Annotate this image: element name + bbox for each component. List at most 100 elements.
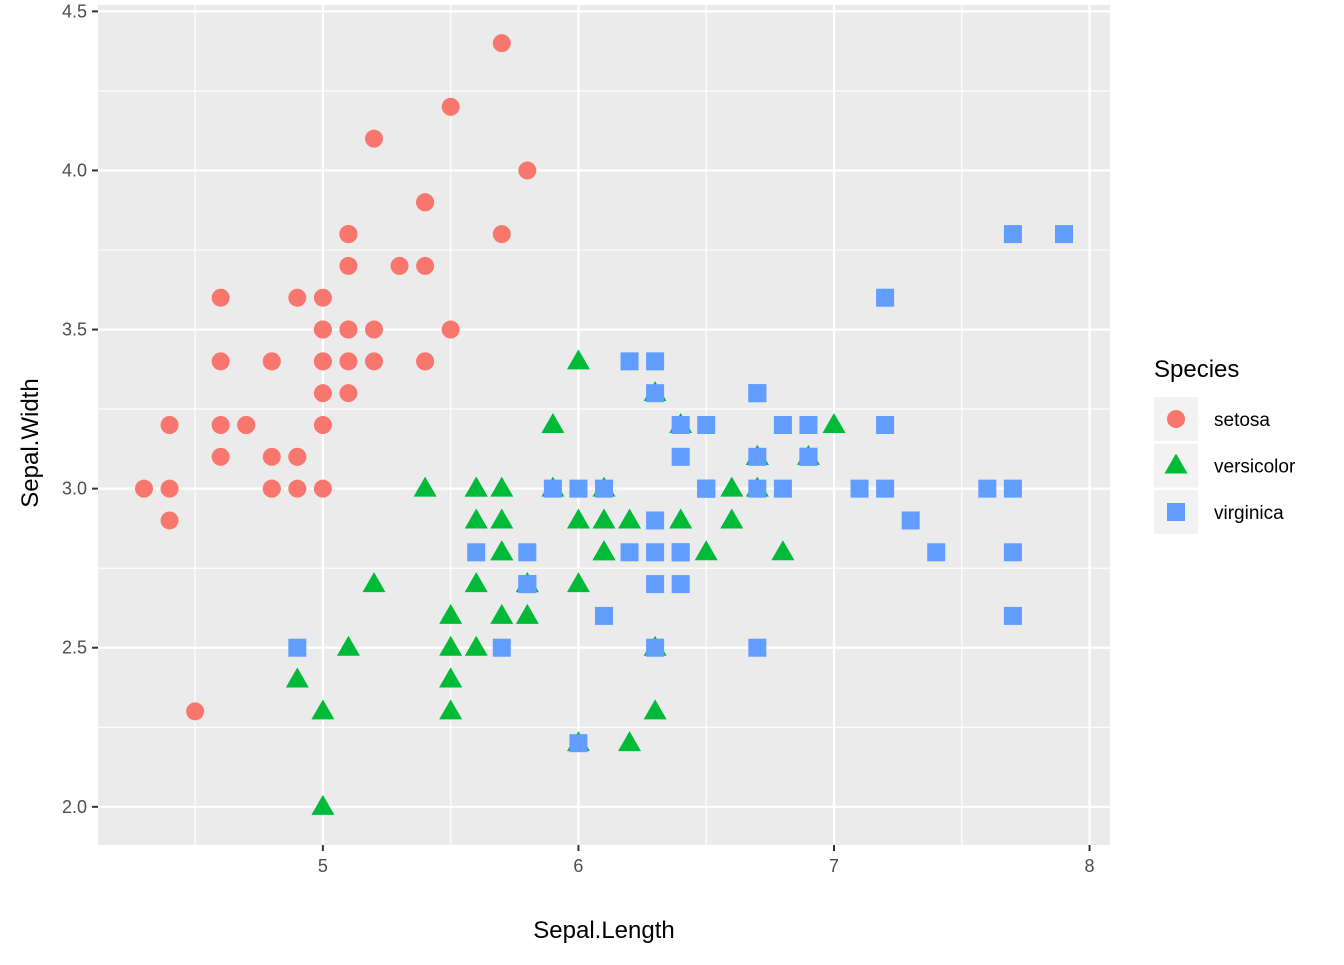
data-point-virginica: [671, 575, 690, 594]
data-point-virginica: [901, 511, 920, 530]
data-point-virginica: [876, 288, 895, 307]
data-point-virginica: [773, 479, 792, 498]
legend-label-setosa: setosa: [1214, 410, 1270, 431]
data-point-versicolor: [490, 540, 514, 561]
data-point-virginica: [773, 416, 792, 434]
data-point-versicolor: [439, 667, 463, 688]
data-point-versicolor: [515, 603, 539, 624]
data-point-setosa: [313, 384, 332, 403]
x-tick-label: 7: [829, 856, 839, 876]
data-point-versicolor: [439, 699, 463, 720]
data-point-virginica: [748, 447, 767, 466]
data-point-versicolor: [720, 508, 744, 529]
data-point-versicolor: [694, 540, 718, 561]
data-point-setosa: [288, 288, 307, 307]
data-point-setosa: [313, 288, 332, 307]
data-point-versicolor: [285, 667, 309, 688]
data-point-setosa: [365, 129, 383, 148]
y-tick-label: 2.0: [62, 797, 87, 817]
data-point-versicolor: [311, 699, 335, 720]
data-point-versicolor: [643, 699, 667, 720]
data-point-setosa: [288, 479, 307, 498]
y-axis: 2.0 2.5 3.0 3.5 4.0 4.5: [62, 1, 98, 817]
data-point-setosa: [313, 352, 332, 371]
series-virginica: [288, 225, 1073, 753]
data-point-setosa: [441, 97, 460, 116]
data-point-virginica: [467, 543, 486, 562]
data-point-versicolor: [592, 508, 616, 529]
data-point-setosa: [237, 416, 256, 434]
data-point-versicolor: [566, 572, 590, 593]
data-point-virginica: [748, 638, 767, 657]
data-point-virginica: [799, 447, 818, 466]
x-axis: 5 6 7 8: [318, 845, 1095, 876]
data-point-versicolor: [618, 731, 642, 752]
data-point-virginica: [671, 543, 690, 562]
data-point-setosa: [416, 193, 435, 212]
data-point-virginica: [569, 734, 588, 753]
data-point-virginica: [671, 416, 690, 434]
data-point-virginica: [748, 384, 767, 403]
data-point-virginica: [646, 352, 665, 371]
data-point-setosa: [262, 352, 281, 371]
legend-label-virginica: virginica: [1214, 503, 1284, 524]
data-point-virginica: [518, 575, 537, 594]
legend-title: Species: [1154, 356, 1239, 383]
data-point-setosa: [186, 702, 205, 721]
data-point-virginica: [978, 479, 997, 498]
data-point-versicolor: [541, 413, 565, 433]
y-axis-title: Sepal.Width: [17, 378, 44, 507]
x-tick-label: 6: [573, 856, 583, 876]
data-point-virginica: [492, 638, 511, 657]
y-tick-label: 4.0: [62, 160, 87, 180]
data-point-setosa: [313, 479, 332, 498]
data-point-versicolor: [439, 603, 463, 624]
data-point-setosa: [160, 479, 179, 498]
data-point-setosa: [339, 225, 358, 244]
data-point-setosa: [518, 161, 537, 180]
data-point-setosa: [339, 384, 358, 403]
data-point-versicolor: [336, 635, 360, 656]
x-tick-label: 8: [1085, 856, 1095, 876]
data-point-virginica: [646, 575, 665, 594]
data-point-setosa: [262, 447, 281, 466]
data-point-versicolor: [490, 476, 514, 497]
data-point-setosa: [211, 352, 230, 371]
data-point-versicolor: [464, 635, 488, 656]
data-point-virginica: [1003, 543, 1022, 562]
data-point-virginica: [927, 543, 946, 562]
data-point-setosa: [211, 288, 230, 307]
data-point-virginica: [1003, 225, 1022, 244]
y-tick-label: 3.0: [62, 479, 87, 499]
data-point-virginica: [697, 479, 716, 498]
data-point-versicolor: [439, 635, 463, 656]
data-point-versicolor: [720, 476, 744, 497]
data-point-setosa: [135, 479, 153, 498]
data-point-virginica: [799, 416, 818, 434]
data-point-versicolor: [771, 540, 795, 561]
data-point-setosa: [288, 447, 307, 466]
data-point-setosa: [365, 352, 383, 371]
data-point-virginica: [595, 479, 613, 498]
x-tick-label: 5: [318, 856, 328, 876]
data-point-virginica: [697, 416, 716, 434]
data-point-setosa: [313, 416, 332, 434]
data-point-virginica: [620, 543, 639, 562]
data-point-virginica: [876, 416, 895, 434]
data-point-versicolor: [669, 508, 693, 529]
y-tick-label: 4.5: [62, 1, 87, 21]
data-point-virginica: [646, 384, 665, 403]
plot-panel: [98, 5, 1110, 845]
data-point-setosa: [339, 256, 358, 275]
x-axis-title: Sepal.Length: [533, 917, 674, 944]
data-point-setosa: [211, 416, 230, 434]
legend-label-versicolor: versicolor: [1214, 457, 1296, 478]
data-point-setosa: [262, 479, 281, 498]
data-point-setosa: [441, 320, 460, 339]
y-tick-label: 2.5: [62, 638, 87, 658]
data-point-virginica: [595, 606, 613, 625]
data-point-versicolor: [592, 540, 616, 561]
data-point-versicolor: [413, 476, 437, 497]
